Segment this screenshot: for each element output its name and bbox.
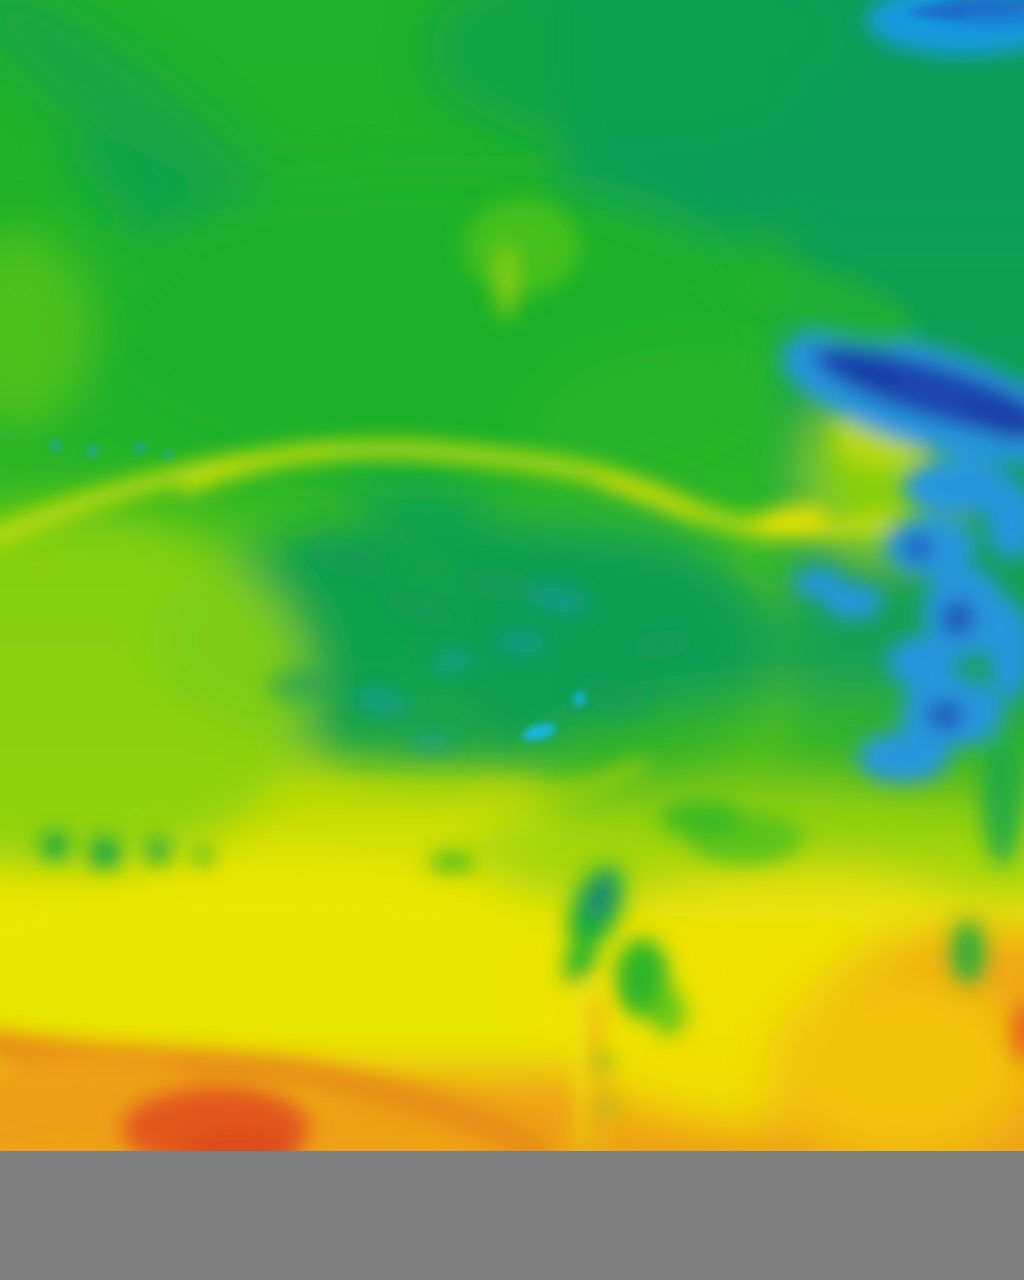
- highland-cold-cores: [904, 536, 974, 729]
- aegean-warm-field: [0, 510, 310, 870]
- south-coast-warm-rim: [254, 757, 648, 810]
- temperature-map: [0, 0, 1024, 1151]
- fine-temperature-features: [50, 6, 970, 741]
- small-cold-dots-row: [50, 441, 172, 459]
- plateau-cool-speckles: [268, 540, 694, 713]
- black-sea-mild-patch: [464, 199, 580, 295]
- medium-temperature-features: [0, 0, 1024, 1151]
- plateau-cold-mottling: [354, 587, 590, 752]
- cold-lake: [522, 723, 556, 741]
- footer-bar: [0, 1151, 1024, 1280]
- temperature-field-svg: [0, 0, 1024, 1151]
- mediterranean-yellow-field: [0, 860, 690, 1110]
- island-cold-spots: [41, 832, 211, 869]
